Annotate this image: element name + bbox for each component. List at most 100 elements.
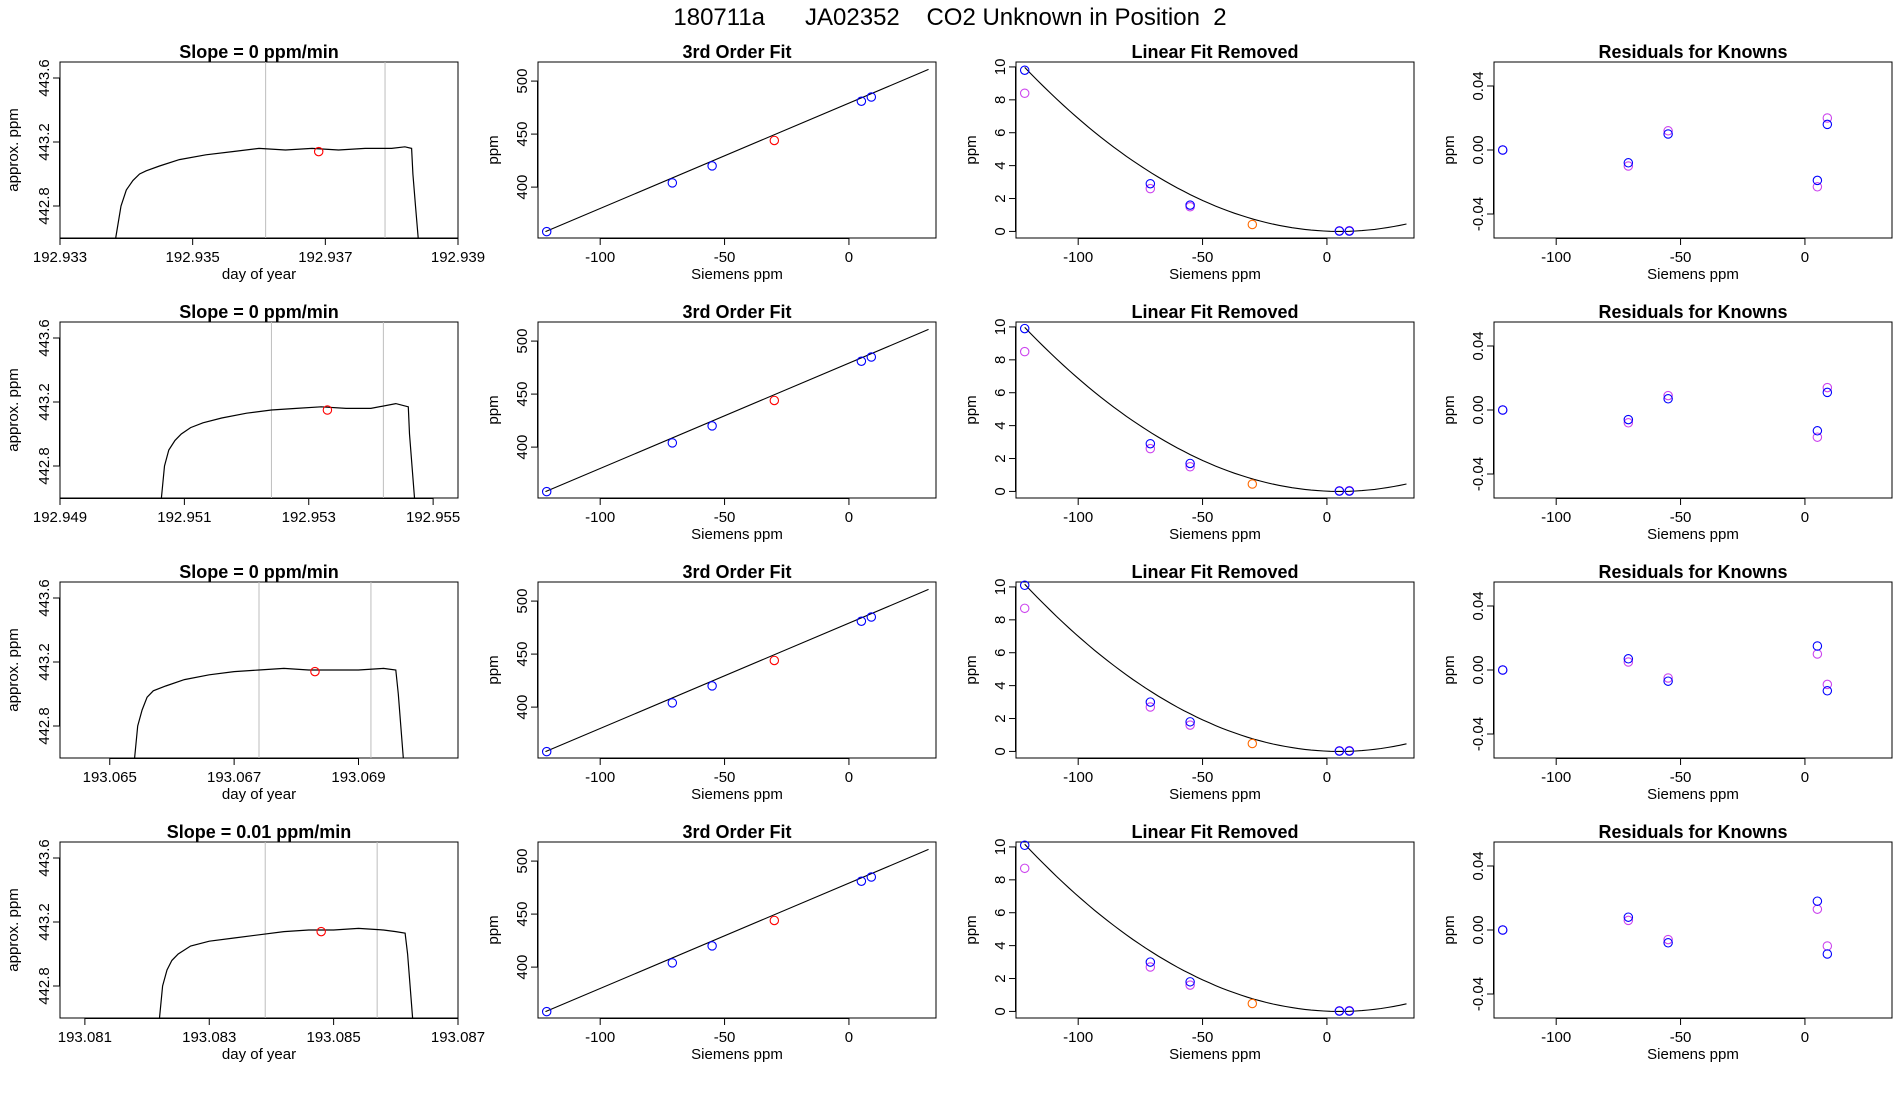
panel-title: Residuals for Knowns — [1598, 822, 1787, 842]
y-tick-label: 0.00 — [1470, 395, 1487, 424]
y-tick-label: 2 — [992, 454, 1009, 462]
panel-title: 3rd Order Fit — [682, 822, 791, 842]
raw-point — [1663, 390, 1673, 401]
plot-frame — [1493, 581, 1893, 759]
x-tick-label: -50 — [1670, 1029, 1692, 1046]
y-tick-label: 6 — [992, 649, 1009, 657]
panel-title: Slope = 0.01 ppm/min — [167, 822, 352, 842]
x-tick-label: 0 — [845, 1029, 853, 1046]
unknown-point — [1247, 998, 1258, 1009]
y-tick-label: 443.6 — [36, 839, 53, 877]
x-tick-label: 0 — [1801, 509, 1809, 526]
y-tick-label: 500 — [514, 589, 531, 614]
raw-point — [1623, 161, 1634, 171]
y-tick-label: 443.2 — [36, 123, 53, 161]
known-point — [1663, 394, 1673, 404]
y-tick-label: 10 — [992, 319, 1009, 336]
y-tick-label: 500 — [514, 329, 531, 354]
plot-frame — [1015, 61, 1415, 239]
known-point — [667, 438, 678, 448]
x-tick-label: -100 — [1541, 509, 1571, 526]
raw-point — [1019, 88, 1030, 99]
x-tick-label: 193.087 — [431, 1029, 485, 1046]
panel-title: Slope = 0 ppm/min — [179, 562, 339, 582]
panel: Residuals for Knowns -100 -50 0 Siemens ppm -… — [1441, 302, 1893, 543]
x-tick-label: 0 — [1801, 769, 1809, 786]
known-point — [707, 941, 717, 951]
panel: Linear Fit Removed -100 -50 0 Siemens ppm 0 2 4… — [963, 562, 1415, 803]
panel-title: Linear Fit Removed — [1131, 302, 1298, 322]
x-axis-label: Siemens ppm — [1647, 1046, 1739, 1063]
y-axis-label: ppm — [963, 135, 980, 164]
y-tick-label: 0.04 — [1470, 71, 1487, 100]
y-axis-label: ppm — [963, 395, 980, 424]
raw-point — [1623, 418, 1634, 428]
x-tick-label: 0 — [1323, 249, 1331, 266]
figure-title: 180711a JA02352 CO2 Unknown in Position … — [673, 4, 1227, 31]
y-tick-label: 400 — [514, 435, 531, 460]
y-tick-label: 0 — [992, 747, 1009, 755]
y-tick-label: 500 — [514, 69, 531, 94]
x-tick-label: -50 — [714, 249, 736, 266]
known-point — [1334, 226, 1345, 236]
mean-marker — [310, 666, 320, 677]
y-axis-label: ppm — [485, 915, 502, 944]
known-point — [1344, 486, 1355, 496]
raw-point — [1812, 904, 1823, 914]
unknown-point — [769, 135, 780, 146]
trace-line — [134, 667, 404, 759]
known-point — [1334, 746, 1345, 756]
known-point — [1623, 158, 1634, 168]
plot-frame — [1493, 321, 1893, 499]
known-point — [866, 92, 877, 102]
x-tick-label: -50 — [1192, 509, 1214, 526]
y-tick-label: 400 — [514, 695, 531, 720]
y-tick-label: 0 — [992, 1007, 1009, 1015]
y-tick-label: 8 — [992, 616, 1009, 624]
raw-point — [1185, 980, 1195, 990]
x-tick-label: -100 — [1541, 1029, 1571, 1046]
y-axis-label: ppm — [1441, 655, 1458, 684]
y-tick-label: 0.04 — [1470, 591, 1487, 620]
y-axis-label: ppm — [1441, 915, 1458, 944]
x-tick-label: -50 — [1670, 509, 1692, 526]
raw-point — [1623, 915, 1634, 926]
known-point — [856, 876, 867, 886]
y-tick-label: -0.04 — [1470, 197, 1487, 231]
fit-curve — [1024, 583, 1407, 752]
x-axis-label: Siemens ppm — [1169, 786, 1261, 803]
mean-marker — [316, 926, 326, 937]
x-axis-label: day of year — [222, 786, 296, 803]
x-tick-label: -50 — [1192, 249, 1214, 266]
plot-frame — [1493, 61, 1893, 239]
known-point — [1812, 426, 1823, 436]
known-point — [866, 352, 877, 362]
x-tick-label: 0 — [1323, 1029, 1331, 1046]
x-tick-label: 0 — [1323, 769, 1331, 786]
known-point — [1497, 405, 1508, 415]
x-tick-label: 0 — [845, 249, 853, 266]
y-axis-label: ppm — [963, 655, 980, 684]
raw-point — [1019, 863, 1030, 874]
x-tick-label: -50 — [1670, 249, 1692, 266]
known-point — [1497, 145, 1508, 155]
fit-line — [545, 68, 929, 233]
x-tick-label: 0 — [1323, 509, 1331, 526]
y-tick-label: 443.6 — [36, 579, 53, 617]
x-tick-label: -50 — [714, 769, 736, 786]
y-tick-label: 0.04 — [1470, 331, 1487, 360]
raw-point — [1145, 702, 1156, 712]
known-point — [667, 958, 678, 968]
y-tick-label: 8 — [992, 876, 1009, 884]
known-point — [1185, 977, 1195, 987]
panel: Slope = 0 ppm/min 192.933 192.935 192.937 19… — [5, 42, 485, 283]
y-tick-label: 450 — [514, 642, 531, 667]
known-point — [707, 681, 717, 691]
panel: Residuals for Knowns -100 -50 0 Siemens ppm -… — [1441, 562, 1893, 803]
x-axis-label: Siemens ppm — [691, 526, 783, 543]
panel-title: Residuals for Knowns — [1598, 42, 1787, 62]
y-tick-label: 442.8 — [36, 967, 53, 1005]
x-tick-label: 192.949 — [33, 509, 87, 526]
known-point — [856, 356, 867, 366]
known-point — [1822, 686, 1833, 696]
